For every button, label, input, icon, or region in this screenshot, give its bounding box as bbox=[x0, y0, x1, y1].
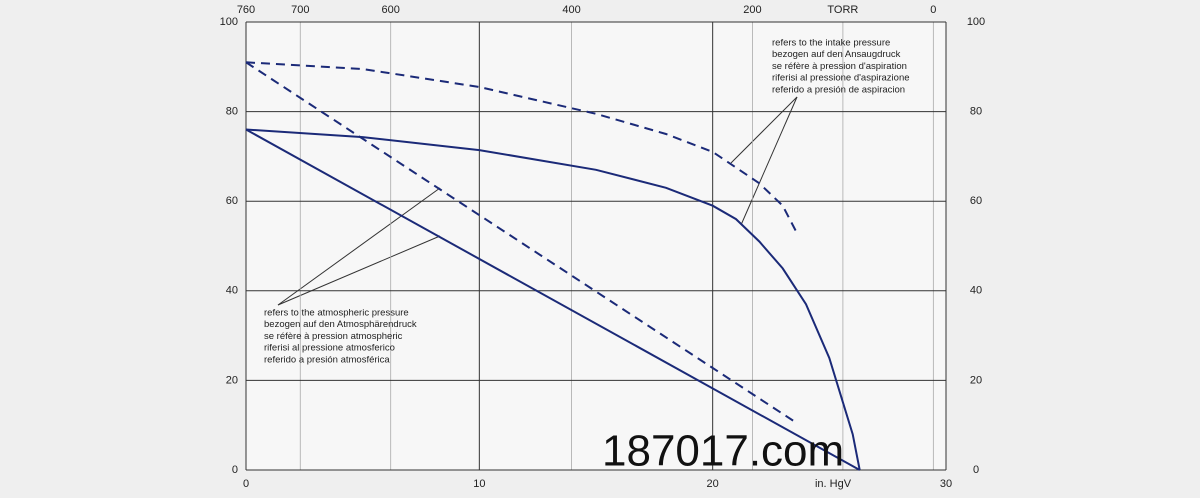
x2-tick-label: 600 bbox=[382, 4, 400, 16]
leader-line bbox=[740, 96, 798, 226]
line-series bbox=[245, 61, 798, 424]
y2-tick-label: 20 bbox=[970, 374, 982, 386]
annotation: bezogen auf den Ansaugdruck bbox=[772, 49, 901, 60]
y-tick-label: 100 bbox=[220, 16, 238, 28]
leader-lines bbox=[277, 96, 798, 306]
annotation: se réfère à pression d'aspiration bbox=[772, 61, 907, 72]
leader-line bbox=[277, 187, 441, 306]
leader-line bbox=[277, 235, 441, 306]
x-tick-label: 30 bbox=[940, 478, 952, 490]
annotation: se réfère à pression atmospheric bbox=[264, 331, 403, 342]
annotation: bezogen auf den Atmosphärendruck bbox=[264, 319, 417, 330]
x-axis-label: in. HgV bbox=[815, 478, 852, 490]
watermark: 187017.com bbox=[602, 427, 844, 476]
y2-tick-label: 80 bbox=[970, 106, 982, 118]
x-tick-label: 10 bbox=[473, 478, 485, 490]
x2-tick-label: 700 bbox=[291, 4, 309, 16]
leader-line bbox=[730, 96, 798, 164]
x2-tick-label: 200 bbox=[743, 4, 761, 16]
line-series bbox=[245, 128, 861, 471]
annotation: riferisi al pressione d'aspirazione bbox=[772, 73, 910, 84]
y-tick-label: 20 bbox=[226, 374, 238, 386]
line-series bbox=[245, 61, 798, 234]
x2-tick-label: 0 bbox=[930, 4, 936, 16]
x2-tick-label: TORR bbox=[827, 4, 858, 16]
y-tick-label: 0 bbox=[232, 464, 238, 476]
x2-tick-label: 760 bbox=[237, 4, 255, 16]
y2-tick-label: 40 bbox=[970, 285, 982, 297]
plot-area bbox=[246, 22, 946, 470]
x2-tick-label: 400 bbox=[562, 4, 580, 16]
y2-tick-label: 60 bbox=[970, 195, 982, 207]
annotation: refers to the atmospheric pressure bbox=[264, 308, 409, 319]
annotation: refers to the intake pressure bbox=[772, 38, 890, 49]
y-tick-label: 80 bbox=[226, 106, 238, 118]
annotation: referido a presión atmosférica bbox=[264, 354, 390, 365]
y2-tick-label: 100 bbox=[967, 16, 985, 28]
x-tick-label: 20 bbox=[707, 478, 719, 490]
annotation: referido a presión de aspiracion bbox=[772, 84, 905, 95]
y2-tick-label: 0 bbox=[973, 464, 979, 476]
line-series bbox=[245, 128, 861, 471]
y-tick-label: 40 bbox=[226, 285, 238, 297]
y-tick-label: 60 bbox=[226, 195, 238, 207]
annotation: riferisi al pressione atmosferico bbox=[264, 343, 395, 354]
x-tick-label: 0 bbox=[243, 478, 249, 490]
